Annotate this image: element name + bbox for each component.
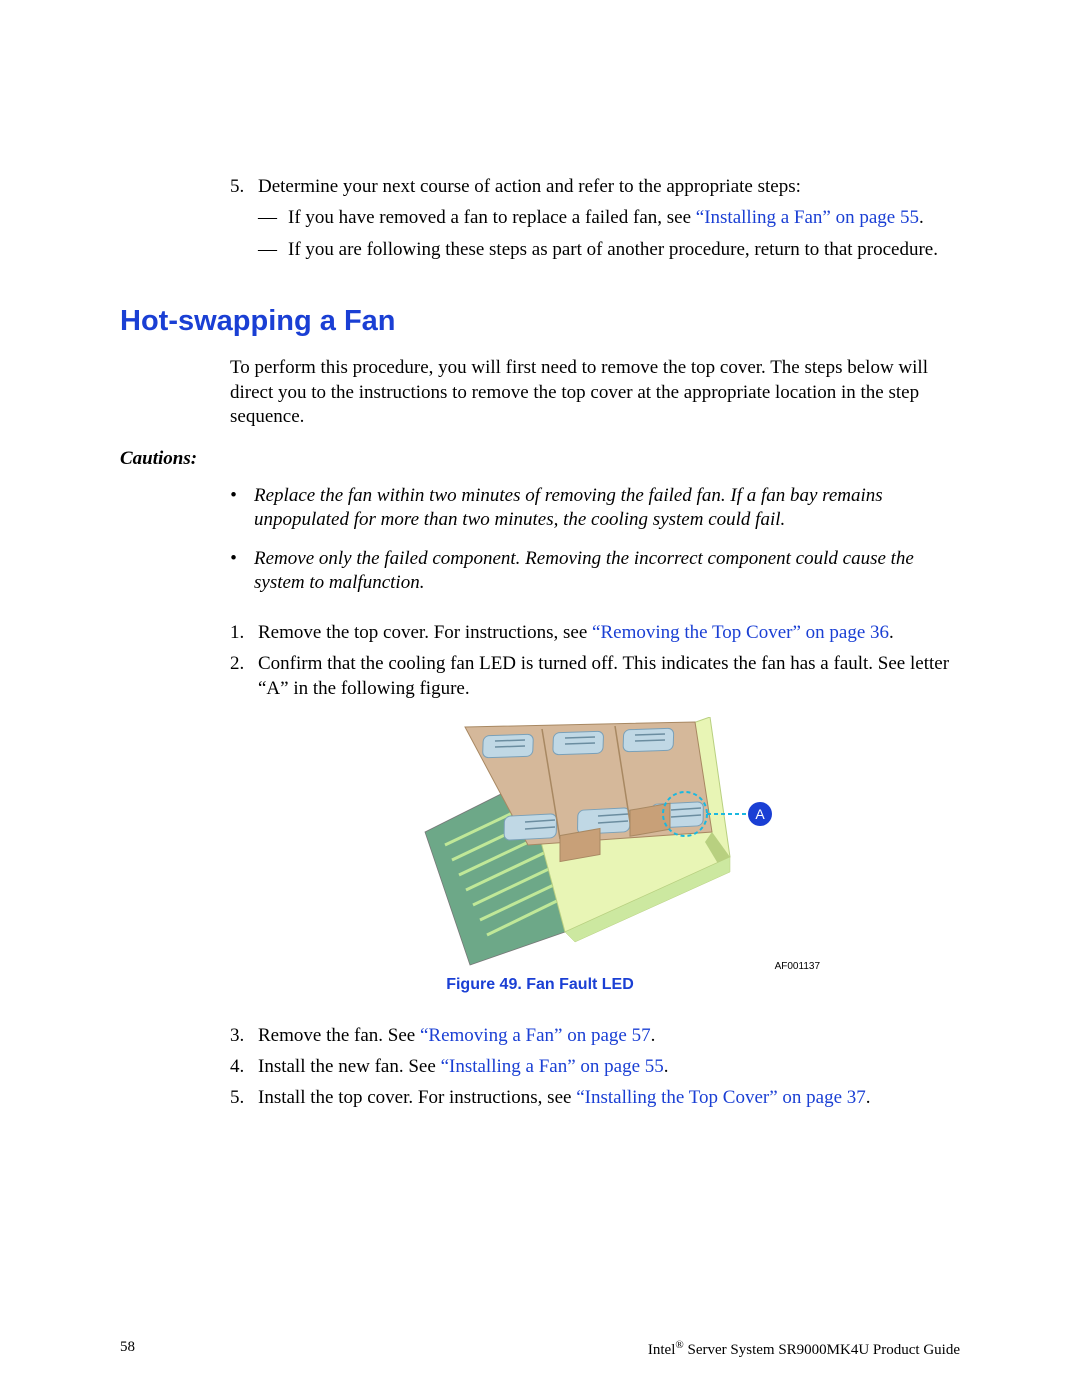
step-text-pre: Install the top cover. For instructions,… bbox=[258, 1087, 576, 1108]
list-body: Determine your next course of action and… bbox=[258, 175, 960, 271]
page-number: 58 bbox=[120, 1339, 135, 1359]
caution-text: Replace the fan within two minutes of re… bbox=[254, 484, 960, 533]
step-item: 3. Remove the fan. See “Removing a Fan” … bbox=[230, 1024, 960, 1049]
link-removing-top-cover[interactable]: “Removing the Top Cover” on page 36 bbox=[592, 622, 889, 643]
step-item: 5. Install the top cover. For instructio… bbox=[230, 1086, 960, 1111]
dash-body: If you are following these steps as part… bbox=[288, 238, 960, 263]
step-text-pre: Confirm that the cooling fan LED is turn… bbox=[258, 653, 949, 699]
caution-text: Remove only the failed component. Removi… bbox=[254, 547, 960, 596]
step-body: Remove the top cover. For instructions, … bbox=[258, 621, 960, 646]
callout-letter: A bbox=[755, 806, 765, 822]
registered-mark: ® bbox=[675, 1339, 683, 1351]
step-number: 1. bbox=[230, 621, 258, 646]
dash-item: — If you have removed a fan to replace a… bbox=[258, 206, 960, 231]
list-item: 5. Determine your next course of action … bbox=[230, 175, 960, 271]
bullet-mark: • bbox=[230, 484, 254, 533]
section-heading: Hot-swapping a Fan bbox=[120, 305, 960, 338]
continued-step-5: 5. Determine your next course of action … bbox=[230, 175, 960, 271]
dash-item: — If you are following these steps as pa… bbox=[258, 238, 960, 263]
step-body: Install the new fan. See “Installing a F… bbox=[258, 1055, 960, 1080]
step-number: 3. bbox=[230, 1024, 258, 1049]
step-text-post: . bbox=[889, 622, 894, 643]
step-item: 2. Confirm that the cooling fan LED is t… bbox=[230, 652, 960, 701]
step-body: Install the top cover. For instructions,… bbox=[258, 1086, 960, 1111]
caution-item: • Replace the fan within two minutes of … bbox=[230, 484, 960, 533]
step-number: 5. bbox=[230, 1086, 258, 1111]
dash-mark: — bbox=[258, 238, 288, 263]
fan-fault-led-diagram: A bbox=[410, 717, 780, 967]
dash-list: — If you have removed a fan to replace a… bbox=[258, 206, 960, 263]
step-text-pre: Remove the top cover. For instructions, … bbox=[258, 622, 592, 643]
step-body: Remove the fan. See “Removing a Fan” on … bbox=[258, 1024, 960, 1049]
step-text-post: . bbox=[866, 1087, 871, 1108]
intro-paragraph: To perform this procedure, you will firs… bbox=[230, 356, 960, 430]
cautions-list: • Replace the fan within two minutes of … bbox=[230, 484, 960, 595]
step5-text: Determine your next course of action and… bbox=[258, 176, 801, 197]
page-footer: 58 Intel® Server System SR9000MK4U Produ… bbox=[120, 1339, 960, 1359]
dash-text-pre: If you have removed a fan to replace a f… bbox=[288, 207, 696, 228]
step-item: 4. Install the new fan. See “Installing … bbox=[230, 1055, 960, 1080]
step-body: Confirm that the cooling fan LED is turn… bbox=[258, 652, 960, 701]
dash-mark: — bbox=[258, 206, 288, 231]
step-number: 4. bbox=[230, 1055, 258, 1080]
dash-text-pre: If you are following these steps as part… bbox=[288, 239, 938, 260]
bullet-mark: • bbox=[230, 547, 254, 596]
figure-caption: Figure 49. Fan Fault LED bbox=[120, 976, 960, 994]
page-content: 5. Determine your next course of action … bbox=[120, 175, 960, 1111]
procedure-steps-a: 1. Remove the top cover. For instruction… bbox=[230, 621, 960, 701]
figure-ref-id: AF001137 bbox=[775, 961, 820, 972]
footer-title: Intel® Server System SR9000MK4U Product … bbox=[648, 1339, 960, 1359]
caution-item: • Remove only the failed component. Remo… bbox=[230, 547, 960, 596]
link-removing-fan[interactable]: “Removing a Fan” on page 57 bbox=[420, 1025, 651, 1046]
list-number: 5. bbox=[230, 175, 258, 271]
step-item: 1. Remove the top cover. For instruction… bbox=[230, 621, 960, 646]
step-text-pre: Install the new fan. See bbox=[258, 1056, 441, 1077]
step-text-post: . bbox=[664, 1056, 669, 1077]
step-text-pre: Remove the fan. See bbox=[258, 1025, 420, 1046]
step-text-post: . bbox=[651, 1025, 656, 1046]
link-installing-fan[interactable]: “Installing a Fan” on page 55 bbox=[696, 207, 919, 228]
cautions-label: Cautions: bbox=[120, 448, 960, 470]
link-installing-fan-2[interactable]: “Installing a Fan” on page 55 bbox=[441, 1056, 664, 1077]
link-installing-top-cover[interactable]: “Installing the Top Cover” on page 37 bbox=[576, 1087, 866, 1108]
procedure-steps-b: 3. Remove the fan. See “Removing a Fan” … bbox=[230, 1024, 960, 1110]
figure-49: A AF001137 bbox=[230, 717, 960, 972]
dash-text-post: . bbox=[919, 207, 924, 228]
step-number: 2. bbox=[230, 652, 258, 701]
dash-body: If you have removed a fan to replace a f… bbox=[288, 206, 960, 231]
